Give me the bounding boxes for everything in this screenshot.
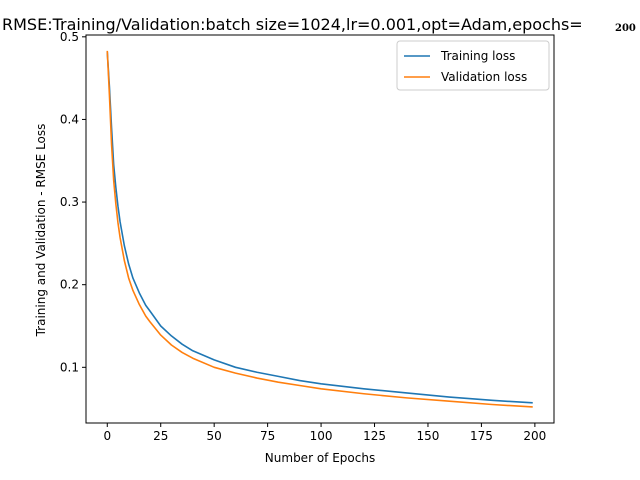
plot-area [86, 35, 554, 423]
x-tick-label: 150 [417, 429, 440, 443]
y-axis-label: Training and Validation - RMSE Loss [34, 124, 48, 338]
x-tick-label: 125 [363, 429, 386, 443]
x-tick-label: 100 [310, 429, 333, 443]
x-tick-label: 75 [260, 429, 275, 443]
y-tick-label: 0.4 [60, 112, 79, 126]
plot-frame [85, 34, 555, 424]
legend: Training loss Validation loss [396, 40, 550, 91]
x-tick-label: 175 [470, 429, 493, 443]
x-axis-label: Number of Epochs [265, 451, 375, 465]
x-tick-label: 25 [153, 429, 168, 443]
x-tick-label: 0 [103, 429, 111, 443]
legend-box [396, 40, 550, 91]
series-layer [106, 50, 533, 408]
y-tick-label: 0.5 [60, 30, 79, 44]
y-axis-ticks: 0.1 0.2 0.3 0.4 0.5 [60, 30, 86, 374]
x-tick-label: 50 [207, 429, 222, 443]
series-line-0 [106, 51, 533, 404]
chart-title: RMSE:Training/Validation:batch size=1024… [2, 15, 583, 34]
x-tick-label: 200 [523, 429, 546, 443]
y-tick-label: 0.3 [60, 195, 79, 209]
series-line-1 [106, 50, 533, 408]
chart-title-suffix: 200 [615, 23, 636, 34]
legend-label-validation: Validation loss [441, 70, 527, 84]
y-tick-label: 0.1 [60, 360, 79, 374]
y-tick-label: 0.2 [60, 278, 79, 292]
x-axis-ticks: 0 25 50 75 100 125 150 175 200 [103, 423, 546, 443]
legend-label-training: Training loss [440, 49, 515, 63]
